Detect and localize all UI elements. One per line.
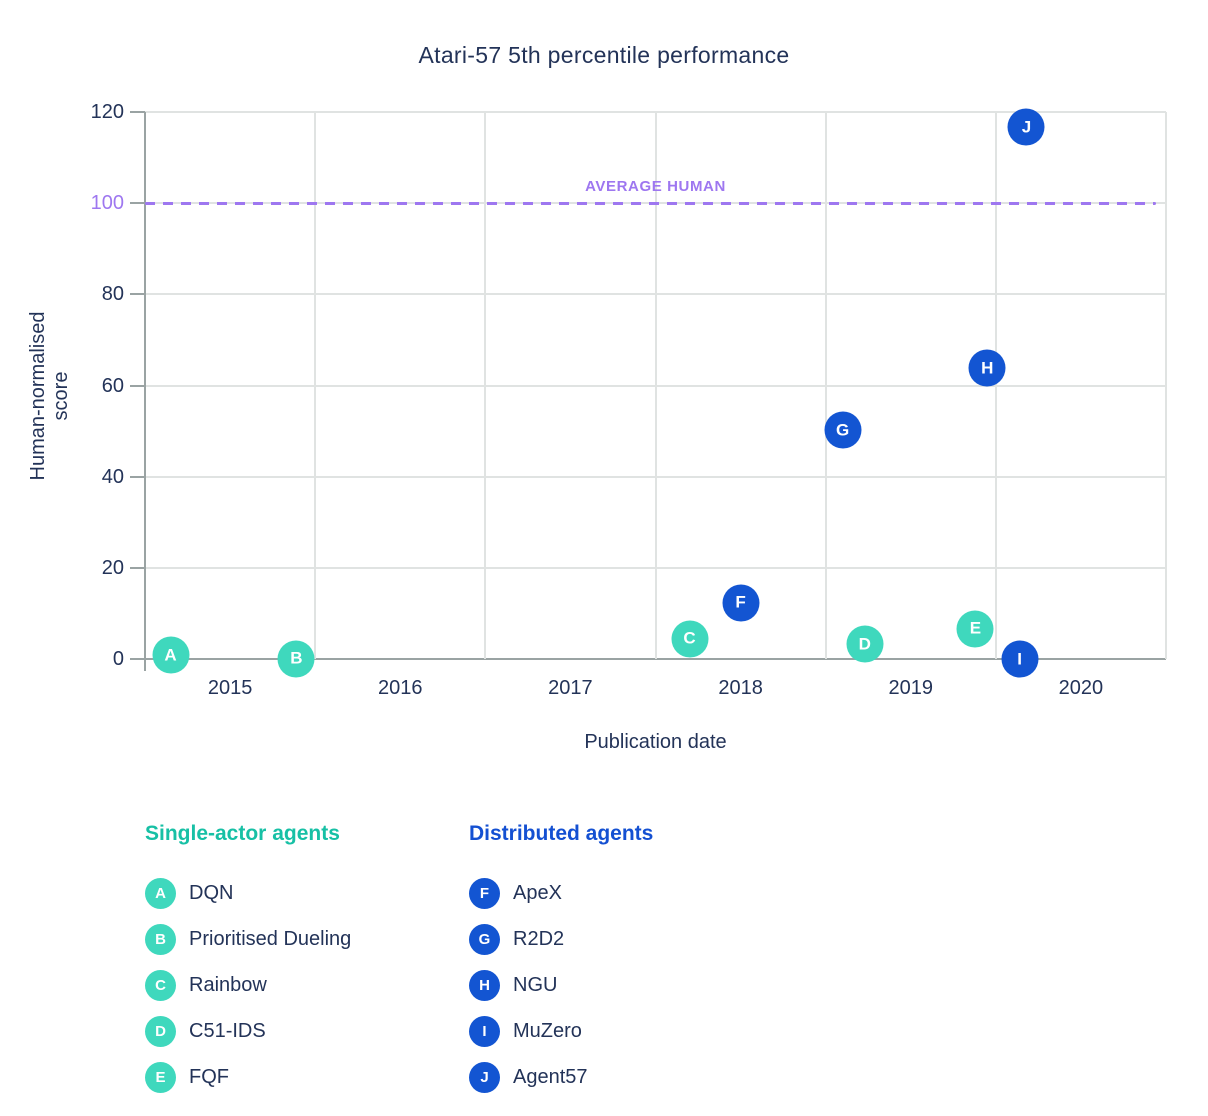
legend-item-B: B Prioritised Dueling [145, 924, 469, 955]
data-point-H-ngu: H [968, 349, 1006, 387]
gridline-x-2016.5 [484, 112, 487, 659]
legend-marker-J: J [469, 1062, 500, 1093]
legend-marker-E: E [145, 1062, 176, 1093]
legend-item-list: A DQN B Prioritised Dueling C Rainbow D C51-IDS… [145, 878, 469, 1093]
data-point-F-apex: F [722, 584, 760, 622]
legend-item-label: R2D2 [513, 928, 565, 950]
data-point-B-prioritised-dueling: B [277, 640, 315, 678]
legend-item-I: I MuZero [469, 1016, 793, 1047]
gridline-x-2015.5 [314, 112, 317, 659]
gridline-x-2020.5 [1165, 112, 1167, 659]
legend-item-C: C Rainbow [145, 970, 469, 1001]
gridline-x-2019.5 [994, 112, 997, 659]
y-tick-mark-60 [130, 384, 145, 387]
data-point-A-dqn: A [152, 636, 190, 674]
chart-title: Atari-57 5th percentile performance [418, 42, 790, 68]
legend-item-label: Prioritised Dueling [189, 928, 352, 950]
y-tick-label-0: 0 [112, 648, 124, 670]
data-point-C-rainbow: C [671, 620, 709, 658]
average-human-line [145, 201, 1156, 205]
gridline-x-2017.5 [654, 112, 657, 659]
y-tick-label-80: 80 [101, 283, 124, 306]
x-tick-label-2015: 2015 [207, 677, 253, 699]
y-tick-label-100: 100 [90, 192, 124, 215]
y-tick-label-20: 20 [101, 556, 124, 579]
gridline-x-2018.5 [824, 112, 827, 659]
data-point-D-c51-ids: D [846, 625, 884, 663]
y-tick-mark-40 [130, 475, 145, 478]
y-tick-mark-0 [130, 658, 145, 660]
legend-item-label: Rainbow [189, 974, 267, 996]
legend-item-D: D C51-IDS [145, 1016, 469, 1047]
legend-marker-C: C [145, 970, 176, 1001]
legend: Single-actor agents A DQN B Prioritised Duel… [145, 822, 793, 1108]
plot-area: AVERAGE HUMAN A B C D E F G H I J [130, 108, 1167, 678]
x-axis-title: Publication date [584, 731, 727, 753]
legend-item-F: F ApeX [469, 878, 793, 909]
average-human-label: AVERAGE HUMAN [585, 178, 726, 196]
legend-item-list: F ApeX G R2D2 H NGU I MuZero J Agent57 [469, 878, 793, 1093]
data-point-G-r2d2: G [824, 411, 862, 449]
legend-marker-B: B [145, 924, 176, 955]
legend-item-label: FQF [189, 1066, 229, 1088]
legend-item-G: G R2D2 [469, 924, 793, 955]
y-tick-label-40: 40 [101, 465, 124, 488]
y-tick-mark-120 [130, 111, 145, 113]
legend-item-label: MuZero [513, 1020, 582, 1042]
y-tick-mark-80 [130, 293, 145, 296]
legend-marker-A: A [145, 878, 176, 909]
x-tick-label-2017: 2017 [548, 677, 593, 699]
legend-marker-I: I [469, 1016, 500, 1047]
legend-marker-D: D [145, 1016, 176, 1047]
y-tick-mark-20 [130, 566, 145, 569]
legend-item-A: A DQN [145, 878, 469, 909]
legend-item-label: NGU [513, 974, 558, 996]
legend-section-distributed-agents: Distributed agents F ApeX G R2D2 H NGU I MuZero J… [469, 822, 793, 1108]
legend-section-title: Single-actor agents [145, 822, 340, 845]
x-tick-label-2019: 2019 [888, 677, 934, 699]
legend-marker-G: G [469, 924, 500, 955]
y-tick-label-120: 120 [90, 101, 124, 123]
gridline-y-0 [145, 658, 1166, 660]
legend-item-label: DQN [189, 882, 234, 904]
legend-item-J: J Agent57 [469, 1062, 793, 1093]
x-tick-label-2018: 2018 [718, 677, 763, 699]
legend-marker-H: H [469, 970, 500, 1001]
data-point-I-muzero: I [1001, 640, 1039, 678]
legend-item-label: ApeX [513, 882, 562, 904]
y-tick-label-60: 60 [101, 374, 124, 397]
legend-section-title: Distributed agents [469, 822, 654, 845]
legend-item-label: C51-IDS [189, 1020, 266, 1042]
x-tick-label-2020: 2020 [1058, 677, 1104, 699]
legend-item-label: Agent57 [513, 1066, 588, 1088]
legend-marker-F: F [469, 878, 500, 909]
data-point-J-agent57: J [1007, 108, 1045, 146]
data-point-E-fqf: E [956, 610, 994, 648]
legend-section-single-actor-agents: Single-actor agents A DQN B Prioritised Duel… [145, 822, 469, 1108]
legend-item-H: H NGU [469, 970, 793, 1001]
legend-item-E: E FQF [145, 1062, 469, 1093]
x-tick-label-2016: 2016 [378, 677, 423, 699]
y-axis-line [144, 112, 146, 671]
y-tick-mark-100 [130, 202, 145, 205]
